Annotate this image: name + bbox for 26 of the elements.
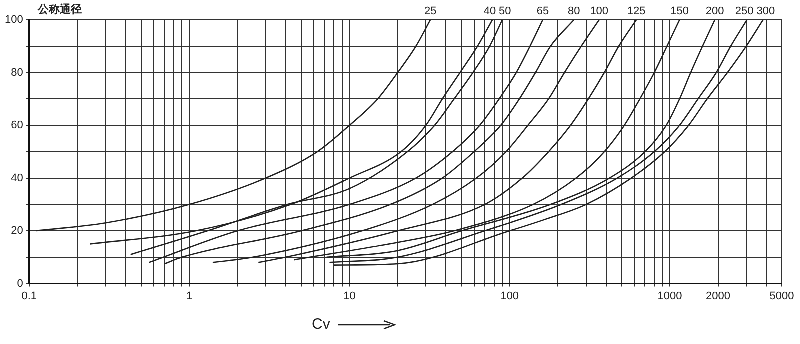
series-label: 80 (568, 6, 580, 18)
series-label: 125 (627, 6, 646, 18)
x-tick-label: 5000 (770, 290, 794, 302)
y-tick-label: 100 (4, 14, 24, 26)
series-label: 150 (670, 6, 689, 18)
series-label: 100 (590, 6, 609, 18)
series-label: 250 (735, 6, 754, 18)
y-tick-label: 60 (11, 120, 24, 132)
y-tick-label: 40 (11, 172, 24, 184)
x-axis-title: Cv (312, 316, 330, 333)
x-tick-label: 100 (500, 290, 520, 302)
y-tick-label: 0 (17, 278, 24, 290)
x-tick-label: 1 (186, 290, 193, 302)
series-label: 65 (536, 6, 550, 18)
series-label: 300 (756, 6, 776, 18)
x-tick-label: 10 (344, 290, 356, 302)
chart-title: 公称通径 (38, 2, 82, 17)
x-tick-label: 2000 (706, 290, 731, 302)
y-tick-label: 20 (11, 225, 24, 238)
series-label: 200 (706, 6, 724, 18)
series-label: 50 (499, 6, 512, 18)
series-label: 25 (424, 6, 437, 18)
x-tick-label: 1000 (658, 290, 682, 302)
series-label: 40 (484, 6, 496, 18)
y-tick-label: 80 (11, 66, 24, 79)
x-tick-label: 0.1 (22, 290, 37, 302)
